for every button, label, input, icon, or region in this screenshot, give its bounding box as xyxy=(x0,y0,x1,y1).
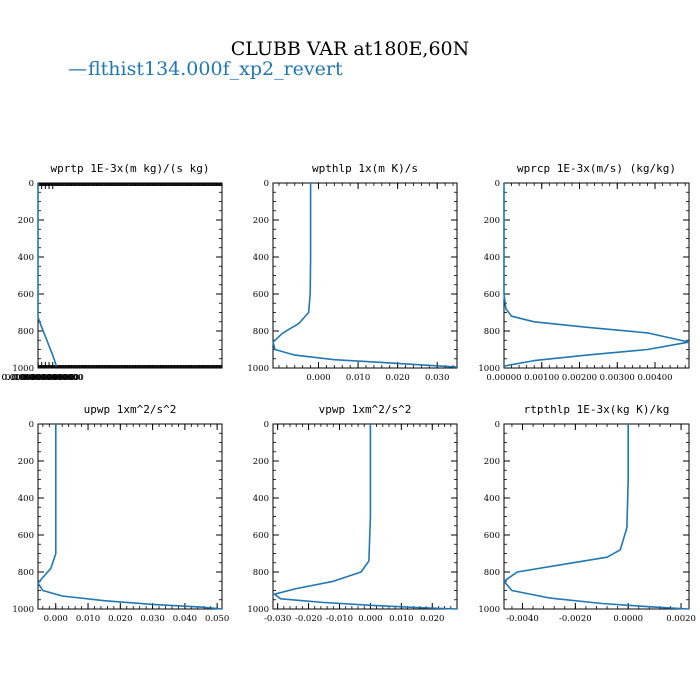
y-tick-label: 200 xyxy=(484,457,500,467)
series-line xyxy=(503,183,690,367)
x-tick-label: 0.020 xyxy=(420,614,444,624)
y-tick-label: 0 xyxy=(495,420,500,430)
y-tick-label: 400 xyxy=(18,253,34,263)
x-tick-label: 0.020 xyxy=(385,373,409,383)
y-tick-label: 800 xyxy=(484,568,500,578)
x-tick-label: 0.050 xyxy=(205,614,229,624)
y-tick-label: 600 xyxy=(253,290,269,300)
y-tick-label: 600 xyxy=(18,290,34,300)
panel-3: wprcp 1E-3x(m/s) (kg/kg) 0 200 400 600 800 100… xyxy=(478,162,690,383)
plot-frame xyxy=(503,182,690,369)
figure-title: CLUBB VAR at180E,60N xyxy=(231,38,470,60)
series-line xyxy=(37,424,223,610)
y-tick-label: 0 xyxy=(264,179,269,189)
x-tick-label: 0.000 xyxy=(44,614,68,624)
x-tick-label: 0.000000000000 xyxy=(5,373,78,383)
y-tick-label: 400 xyxy=(484,494,500,504)
plot-frame xyxy=(503,423,690,610)
x-tick-label: 0.020 xyxy=(108,614,132,624)
y-tick-label: 1000 xyxy=(478,364,500,374)
series-line xyxy=(273,424,458,610)
x-tick-label: 0.010 xyxy=(76,614,100,624)
x-tick-label: 0.010 xyxy=(389,614,413,624)
plot-frame xyxy=(272,182,458,369)
series-line xyxy=(503,424,690,610)
y-tick-label: 1000 xyxy=(247,605,269,615)
y-tick-label: 200 xyxy=(18,216,34,226)
x-tick-label: 0.0000 xyxy=(613,614,643,624)
y-tick-label: 800 xyxy=(18,327,34,337)
y-tick-label: 400 xyxy=(484,253,500,263)
x-tick-label: 0.000000000000 xyxy=(2,373,75,383)
x-tick-label: 0.030 xyxy=(425,373,449,383)
x-tick-label: -0.0040 xyxy=(506,614,539,624)
y-tick-label: 0 xyxy=(29,179,34,189)
y-tick-label: 0 xyxy=(495,179,500,189)
y-tick-label: 800 xyxy=(253,327,269,337)
x-tick-label: -0.030 xyxy=(264,614,291,624)
y-tick-label: 400 xyxy=(18,494,34,504)
y-tick-label: 200 xyxy=(484,216,500,226)
y-tick-label: 800 xyxy=(18,568,34,578)
x-tick-label: 0.00000000000 xyxy=(15,373,83,383)
y-tick-label: 400 xyxy=(253,494,269,504)
y-tick-label: 1000 xyxy=(478,605,500,615)
panel-6: rtpthlp 1E-3x(kg K)/kg02004006008001000-… xyxy=(478,403,696,624)
plot-frame xyxy=(37,182,223,369)
panels: wprtp 1E-3x(m kg)/(s kg) 0 200 400 600 800 100… xyxy=(1,162,695,624)
y-tick-label: 400 xyxy=(253,253,269,263)
x-tick-label: 0.010 xyxy=(346,373,370,383)
x-tick-label: 0.0020 xyxy=(666,614,696,624)
x-tick-label: 0.00000000000 xyxy=(12,373,80,383)
y-tick-label: 600 xyxy=(18,531,34,541)
panel-title: wprtp 1E-3x(m kg)/(s kg) xyxy=(51,162,210,175)
panel-title: upwp 1xm^2/s^2 xyxy=(84,403,177,416)
series-line xyxy=(272,183,458,368)
panel-title: wprcp 1E-3x(m/s) (kg/kg) xyxy=(517,162,676,175)
panel-4: upwp 1xm^2/s^2 0 200 400 600 800 1000 0.000 0.01… xyxy=(12,403,229,624)
x-tick-label: 0.0000000000 xyxy=(22,373,84,383)
panel-1: wprtp 1E-3x(m kg)/(s kg) 0 200 400 600 800 100… xyxy=(1,162,223,383)
panel-title: wpthlp 1x(m K)/s xyxy=(312,162,418,175)
legend-label: flthist134.000f_xp2_revert xyxy=(88,58,343,80)
x-tick-label: 0.00100 xyxy=(524,373,559,383)
panel-title: rtpthlp 1E-3x(kg K)/kg xyxy=(524,403,670,416)
x-tick-label: 0.00300 xyxy=(600,373,635,383)
y-tick-label: 200 xyxy=(253,457,269,467)
panel-2: wpthlp 1x(m K)/s 0 200 400 600 800 1000 0.000 0.… xyxy=(247,162,458,383)
x-tick-label: 0.030 xyxy=(140,614,164,624)
y-tick-label: 600 xyxy=(253,531,269,541)
x-tick-label: 0.000 xyxy=(306,373,330,383)
x-tick-label: 0.00400 xyxy=(637,373,672,383)
x-tick-label: 0.040 xyxy=(173,614,197,624)
y-tick-label: 200 xyxy=(253,216,269,226)
legend-marker: — xyxy=(68,58,87,80)
y-tick-label: 0 xyxy=(29,420,34,430)
panel-title: vpwp 1xm^2/s^2 xyxy=(319,403,412,416)
y-tick-label: 800 xyxy=(484,327,500,337)
panel-5: vpwp 1xm^2/s^2 0 200 400 600 800 1000-0.030 -0.… xyxy=(247,403,458,624)
x-tick-label: 0.00200 xyxy=(562,373,597,383)
y-tick-label: 600 xyxy=(484,531,500,541)
plot-frame xyxy=(37,423,223,610)
y-tick-label: 800 xyxy=(253,568,269,578)
y-tick-label: 1000 xyxy=(247,364,269,374)
y-tick-label: 0 xyxy=(264,420,269,430)
y-tick-label: 1000 xyxy=(12,605,34,615)
x-tick-label: -0.0020 xyxy=(559,614,592,624)
x-tick-label: -0.010 xyxy=(326,614,353,624)
plot-frame xyxy=(272,423,458,610)
series-line xyxy=(37,183,58,367)
y-tick-label: 1000 xyxy=(12,364,34,374)
y-tick-label: 200 xyxy=(18,457,34,467)
y-tick-label: 600 xyxy=(484,290,500,300)
x-tick-label: 0.00000 xyxy=(486,373,521,383)
x-tick-label: 0.000000000000 xyxy=(1,373,74,383)
x-tick-label: -0.020 xyxy=(295,614,322,624)
x-tick-label: 0.000 xyxy=(358,614,382,624)
